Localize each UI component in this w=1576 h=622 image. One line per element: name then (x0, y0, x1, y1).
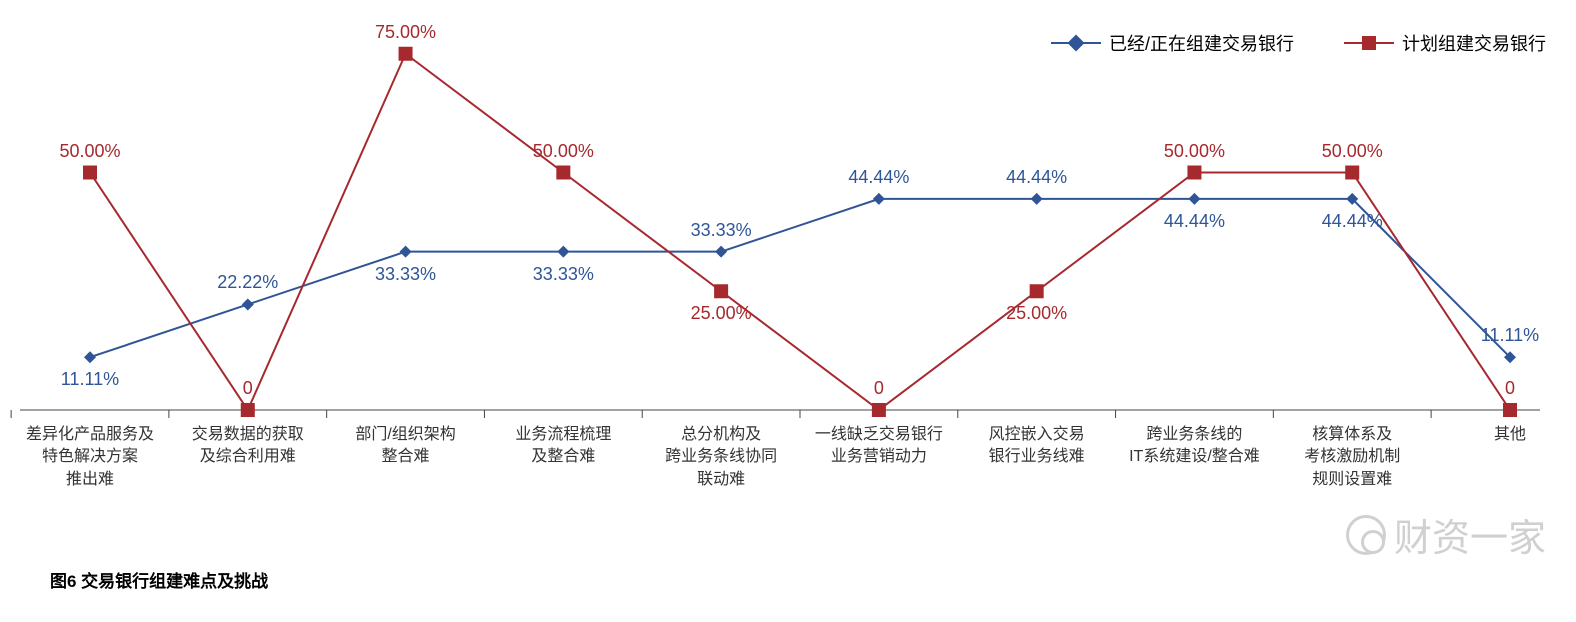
data-label: 50.00% (1164, 141, 1225, 162)
data-label: 33.33% (375, 264, 436, 285)
figure-caption: 图6 交易银行组建难点及挑战 (50, 567, 268, 592)
watermark: 财资一家 (1346, 507, 1546, 562)
legend-label-1: 已经/正在组建交易银行 (1109, 30, 1294, 56)
legend-item-2: 计划组建交易银行 (1344, 30, 1546, 56)
watermark-text: 财资一家 (1394, 507, 1546, 562)
category-label: 其他 (1426, 424, 1576, 446)
data-label: 33.33% (691, 220, 752, 241)
category-label: 一线缺乏交易银行 业务营销动力 (795, 424, 963, 469)
chart-svg (40, 10, 1536, 490)
category-label: 业务流程梳理 及整合难 (479, 424, 647, 469)
data-label: 0 (1505, 378, 1515, 399)
legend: 已经/正在组建交易银行 计划组建交易银行 (1051, 30, 1546, 56)
category-label: 跨业务条线的 IT系统建设/整合难 (1111, 424, 1279, 469)
data-label: 11.11% (1481, 325, 1539, 346)
data-label: 44.44% (1322, 211, 1383, 232)
data-label: 50.00% (59, 141, 120, 162)
data-label: 0 (243, 378, 253, 399)
legend-label-2: 计划组建交易银行 (1402, 30, 1546, 56)
data-label: 50.00% (1322, 141, 1383, 162)
data-label: 0 (874, 378, 884, 399)
legend-marker-square (1344, 42, 1394, 44)
data-label: 44.44% (1164, 211, 1225, 232)
category-label: 风控嵌入交易 银行业务线难 (953, 424, 1121, 469)
data-label: 33.33% (533, 264, 594, 285)
legend-marker-diamond (1051, 42, 1101, 44)
category-label: 核算体系及 考核激励机制 规则设置难 (1268, 424, 1436, 491)
wechat-icon (1346, 515, 1386, 555)
data-label: 25.00% (691, 303, 752, 324)
chart-area: 差异化产品服务及 特色解决方案 推出难交易数据的获取 及综合利用难部门/组织架构… (40, 10, 1536, 490)
legend-item-1: 已经/正在组建交易银行 (1051, 30, 1294, 56)
category-label: 差异化产品服务及 特色解决方案 推出难 (6, 424, 174, 491)
data-label: 50.00% (533, 141, 594, 162)
data-label: 44.44% (1006, 167, 1067, 188)
data-label: 22.22% (217, 272, 278, 293)
category-label: 部门/组织架构 整合难 (322, 424, 490, 469)
category-label: 总分机构及 跨业务条线协同 联动难 (637, 424, 805, 491)
data-label: 11.11% (61, 369, 119, 390)
data-label: 44.44% (848, 167, 909, 188)
data-label: 75.00% (375, 22, 436, 43)
category-label: 交易数据的获取 及综合利用难 (164, 424, 332, 469)
data-label: 25.00% (1006, 303, 1067, 324)
